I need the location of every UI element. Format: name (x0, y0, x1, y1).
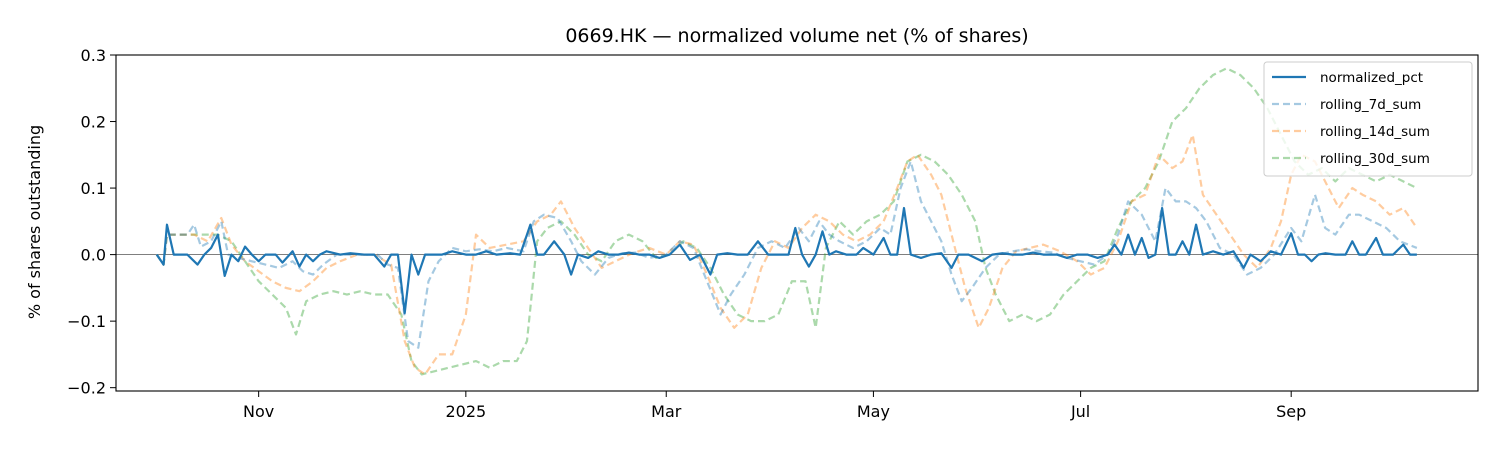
legend-label: normalized_pct (1320, 70, 1423, 86)
x-tick-label: Jul (1070, 402, 1090, 421)
y-tick-label: 0.2 (81, 113, 106, 132)
y-tick-label: −0.1 (67, 312, 106, 331)
legend-label: rolling_14d_sum (1320, 124, 1430, 140)
legend-frame (1263, 61, 1473, 177)
chart-title: 0669.HK — normalized volume net (% of sh… (565, 25, 1028, 47)
y-tick-label: −0.2 (67, 379, 106, 398)
series-line-rolling-30d-sum (155, 67, 1418, 376)
legend-label: rolling_30d_sum (1320, 151, 1430, 167)
x-tick-label: Mar (651, 402, 682, 421)
y-tick-label: 0.0 (81, 246, 106, 265)
y-tick-label: 0.1 (81, 179, 106, 198)
x-tick-label: May (857, 402, 890, 421)
series-line-rolling-14d-sum (155, 133, 1418, 376)
legend: normalized_pct rolling_7d_sum rolling_14d_… (1263, 61, 1473, 177)
y-tick-label: 0.3 (81, 46, 106, 65)
y-axis-label: % of shares outstanding (25, 125, 44, 319)
x-tick-label: Nov (243, 402, 274, 421)
x-tick-label: Sep (1276, 402, 1306, 421)
x-tick-label: 2025 (445, 402, 486, 421)
legend-label: rolling_7d_sum (1320, 97, 1421, 113)
plot-frame (115, 54, 1479, 392)
series-line-rolling-7d-sum (155, 160, 1418, 349)
series-line-normalized-pct (155, 206, 1417, 315)
